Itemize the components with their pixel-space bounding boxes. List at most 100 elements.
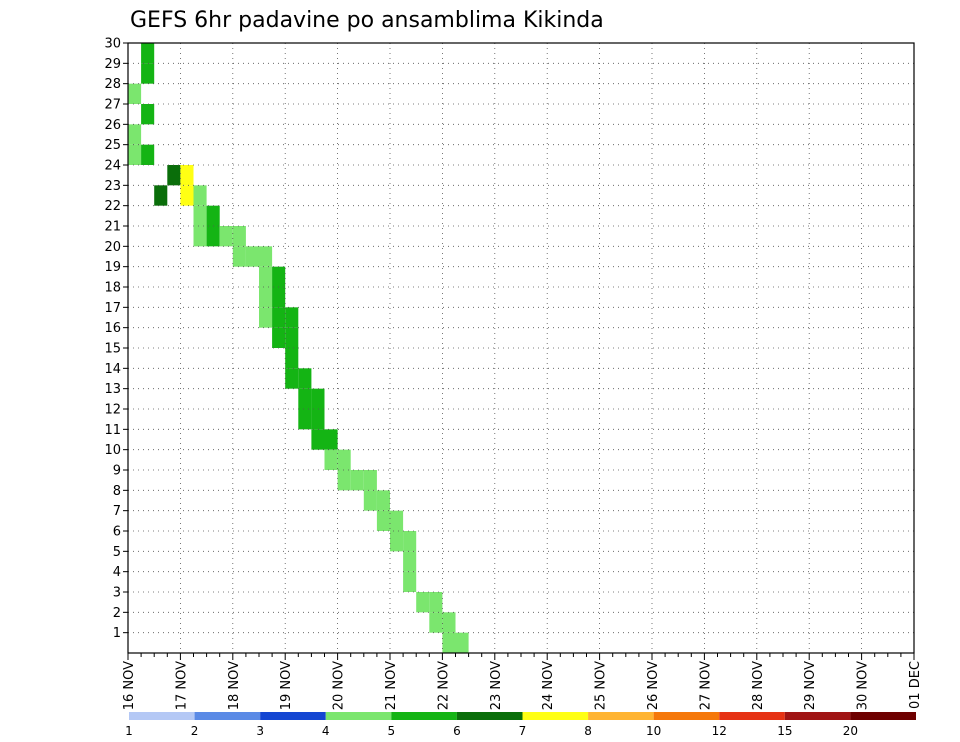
x-tick-label: 19 NOV <box>279 661 294 710</box>
y-tick-label: 18 <box>104 281 121 296</box>
legend-label: 20 <box>843 724 858 738</box>
y-tick-label: 10 <box>104 443 121 458</box>
y-tick-label: 29 <box>104 57 121 72</box>
x-tick-label: 18 NOV <box>227 661 242 710</box>
legend-label: 10 <box>646 724 661 738</box>
y-tick-label: 11 <box>104 423 121 438</box>
precip-cell <box>193 226 207 247</box>
precip-cell <box>311 388 325 409</box>
y-tick-label: 19 <box>104 260 121 275</box>
y-tick-label: 13 <box>104 382 121 397</box>
legend-swatch <box>719 712 785 720</box>
y-tick-label: 2 <box>113 606 121 621</box>
precip-cell <box>390 531 404 552</box>
precip-cell <box>298 368 312 389</box>
y-tick-label: 5 <box>113 545 121 560</box>
legend-swatch <box>194 712 261 720</box>
legend-label: 12 <box>712 724 727 738</box>
y-tick-label: 9 <box>113 464 121 479</box>
y-tick-label: 3 <box>113 586 121 601</box>
x-tick-label: 01 DEC <box>908 661 923 709</box>
legend-label: 5 <box>388 724 396 738</box>
precip-cell <box>245 246 259 267</box>
precip-cell <box>259 246 273 267</box>
y-tick-label: 30 <box>104 37 121 52</box>
y-tick-label: 25 <box>104 138 121 153</box>
precip-cell <box>390 510 404 531</box>
precip-cell <box>416 592 430 613</box>
legend-label: 15 <box>777 724 792 738</box>
y-tick-label: 27 <box>104 98 121 113</box>
y-tick-label: 16 <box>104 321 121 336</box>
precip-cell <box>403 571 417 592</box>
y-tick-label: 23 <box>104 179 121 194</box>
precip-cell <box>232 226 246 247</box>
precip-cell <box>442 632 456 653</box>
precip-cell <box>429 612 443 633</box>
x-tick-label: 27 NOV <box>698 661 713 710</box>
precip-cell <box>141 43 155 64</box>
precip-cell <box>128 83 142 104</box>
y-tick-label: 7 <box>113 504 121 519</box>
precip-cell <box>259 266 273 287</box>
grid-lines <box>127 42 915 653</box>
y-tick-label: 24 <box>104 159 121 174</box>
precip-cell <box>376 490 390 511</box>
y-tick-label: 12 <box>104 403 121 418</box>
legend-swatch <box>129 712 195 720</box>
legend-swatch <box>456 712 523 720</box>
precip-cell <box>403 551 417 572</box>
legend-swatch <box>653 712 720 720</box>
y-tick-label: 14 <box>104 362 121 377</box>
legend-label: 4 <box>322 724 330 738</box>
x-tick-label: 23 NOV <box>489 661 504 710</box>
precip-cell <box>363 490 377 511</box>
legend-label: 2 <box>191 724 199 738</box>
x-tick-label: 21 NOV <box>384 661 399 710</box>
y-tick-label: 4 <box>113 565 121 580</box>
precip-cell <box>350 470 364 491</box>
precip-cell <box>272 287 286 308</box>
precip-cell <box>285 348 299 369</box>
y-tick-label: 26 <box>104 118 121 133</box>
precip-cell <box>311 409 325 430</box>
precip-cell <box>154 185 168 206</box>
precip-cell <box>167 165 181 186</box>
precip-cell <box>180 185 194 206</box>
precip-cell <box>455 632 469 653</box>
y-tick-label: 21 <box>104 220 121 235</box>
x-tick-label: 24 NOV <box>541 661 556 710</box>
precip-cell <box>442 612 456 633</box>
precip-cell <box>324 429 338 450</box>
y-tick-label: 8 <box>113 484 121 499</box>
precipitation-cells <box>128 43 469 653</box>
legend-label: 6 <box>453 724 461 738</box>
precip-cell <box>232 246 246 267</box>
y-tick-label: 22 <box>104 199 121 214</box>
precip-cell <box>285 307 299 328</box>
precip-cell <box>285 327 299 348</box>
precip-cell <box>429 592 443 613</box>
precip-cell <box>363 470 377 491</box>
precip-cell <box>272 327 286 348</box>
x-tick-label: 17 NOV <box>174 661 189 710</box>
legend-swatch <box>391 712 457 720</box>
y-tick-label: 20 <box>104 240 121 255</box>
precip-cell <box>141 63 155 84</box>
y-tick-label: 6 <box>113 525 121 540</box>
x-tick-label: 25 NOV <box>594 661 609 710</box>
y-axis-ticks: 1234567891011121314151617181920212223242… <box>104 37 128 641</box>
x-tick-label: 29 NOV <box>803 661 818 710</box>
legend-label: 3 <box>256 724 264 738</box>
precip-cell <box>128 144 142 165</box>
precip-cell <box>298 409 312 430</box>
precip-cell <box>259 307 273 328</box>
precip-cell <box>298 388 312 409</box>
precip-cell <box>193 185 207 206</box>
precip-cell <box>324 449 338 470</box>
y-tick-label: 15 <box>104 342 121 357</box>
legend-label: 8 <box>584 724 592 738</box>
x-tick-label: 30 NOV <box>856 661 871 710</box>
precip-cell <box>272 307 286 328</box>
